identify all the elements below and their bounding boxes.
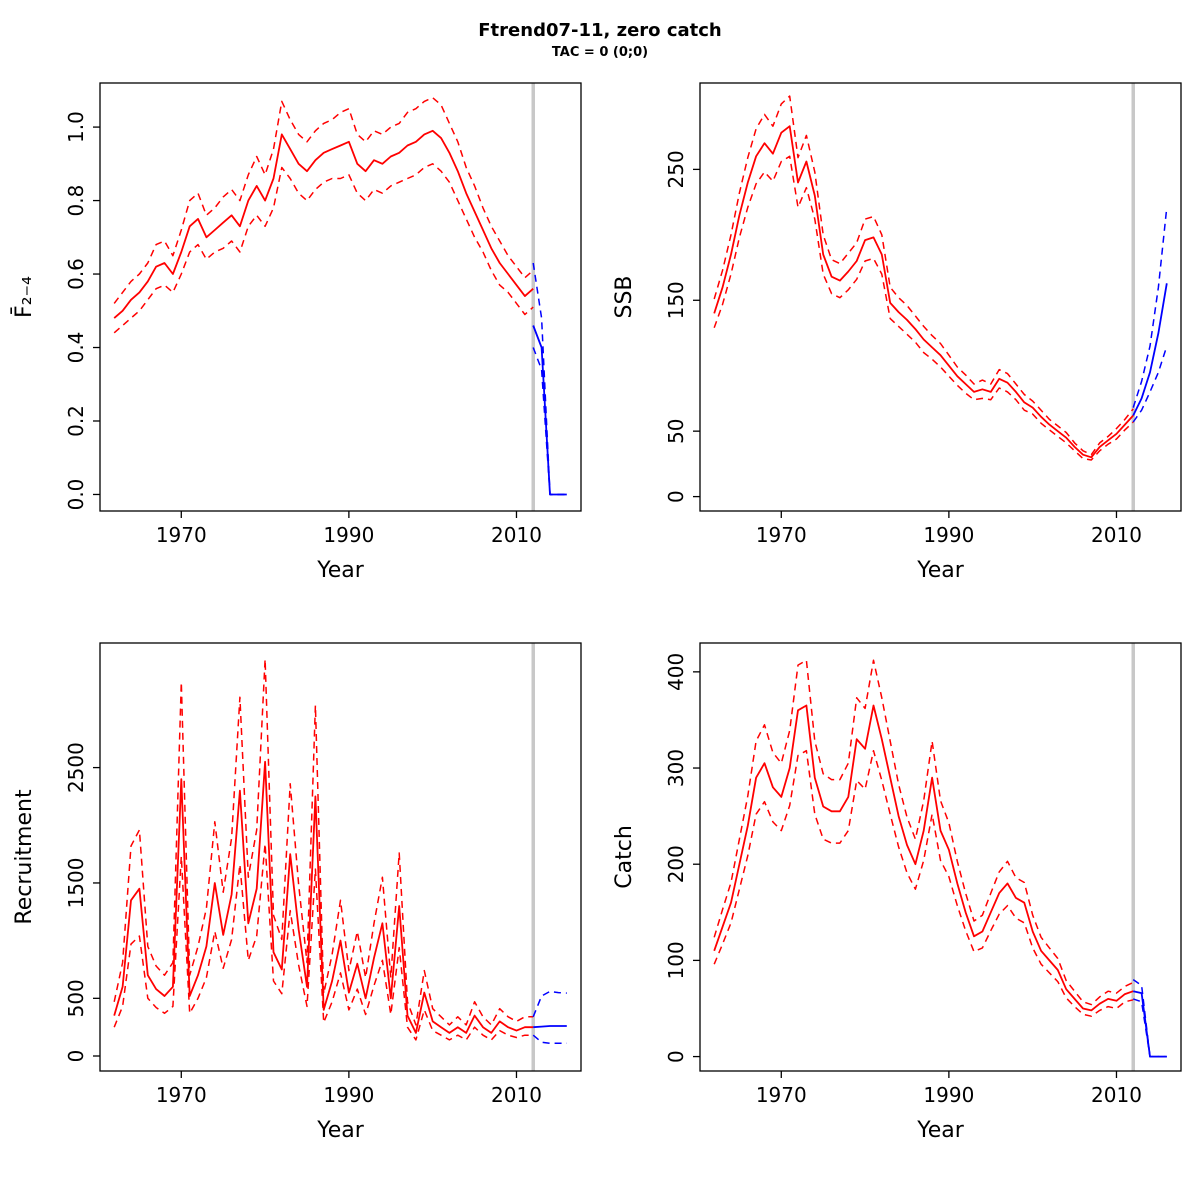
svg-text:Year: Year — [916, 1118, 965, 1143]
svg-text:1990: 1990 — [323, 1083, 374, 1107]
figure-subtitle: TAC = 0 (0;0) — [551, 44, 649, 60]
svg-text:500: 500 — [64, 979, 88, 1017]
svg-text:Year: Year — [916, 558, 965, 583]
figure-title: Ftrend07-11, zero catch — [478, 20, 722, 41]
svg-text:50: 50 — [664, 418, 688, 443]
svg-text:SSB: SSB — [612, 275, 637, 318]
svg-text:2010: 2010 — [491, 523, 542, 547]
svg-text:1500: 1500 — [64, 857, 88, 908]
svg-text:400: 400 — [664, 653, 688, 691]
fbar-chart: 1970 1990 2010 0.0 0.2 0.4 0.6 0.8 1.0 Year F̄₂₋₄ — [11, 82, 582, 583]
svg-text:100: 100 — [664, 941, 688, 979]
recruitment-chart: 1970 1990 2010 0 500 1500 2500 Year Recruitment — [12, 642, 582, 1143]
svg-text:0.6: 0.6 — [64, 258, 88, 290]
svg-text:0.8: 0.8 — [64, 184, 88, 216]
svg-text:F̄₂₋₄: F̄₂₋₄ — [11, 276, 37, 318]
svg-text:200: 200 — [664, 845, 688, 883]
svg-text:1.0: 1.0 — [64, 111, 88, 143]
chart-grid: 1970 1990 2010 0.0 0.2 0.4 0.6 0.8 1.0 Year F̄₂₋₄ … — [0, 75, 1200, 1155]
svg-text:2010: 2010 — [1091, 523, 1142, 547]
svg-text:0.4: 0.4 — [64, 331, 88, 363]
svg-text:150: 150 — [664, 281, 688, 319]
svg-text:1970: 1970 — [756, 523, 807, 547]
svg-text:1990: 1990 — [323, 523, 374, 547]
svg-text:Year: Year — [316, 558, 365, 583]
svg-text:0.0: 0.0 — [64, 478, 88, 510]
figure-titles: Ftrend07-11, zero catch TAC = 0 (0;0) — [0, 20, 1200, 61]
svg-text:Year: Year — [316, 1118, 365, 1143]
svg-text:250: 250 — [664, 150, 688, 188]
svg-text:0: 0 — [664, 490, 688, 503]
svg-text:1990: 1990 — [923, 1083, 974, 1107]
svg-text:1990: 1990 — [923, 523, 974, 547]
catch-chart: 1970 1990 2010 0 100 200 300 400 Year Catch — [612, 642, 1182, 1143]
svg-text:Catch: Catch — [612, 825, 637, 889]
svg-text:0.2: 0.2 — [64, 405, 88, 437]
svg-text:300: 300 — [664, 749, 688, 787]
svg-text:2010: 2010 — [1091, 1083, 1142, 1107]
svg-text:0: 0 — [64, 1049, 88, 1062]
svg-text:1970: 1970 — [156, 1083, 207, 1107]
svg-text:0: 0 — [664, 1050, 688, 1063]
ssb-chart: 1970 1990 2010 0 50 150 250 Year SSB — [612, 82, 1182, 583]
svg-text:2010: 2010 — [491, 1083, 542, 1107]
svg-text:1970: 1970 — [756, 1083, 807, 1107]
svg-text:1970: 1970 — [156, 523, 207, 547]
svg-text:Recruitment: Recruitment — [12, 789, 37, 925]
svg-text:2500: 2500 — [64, 742, 88, 793]
